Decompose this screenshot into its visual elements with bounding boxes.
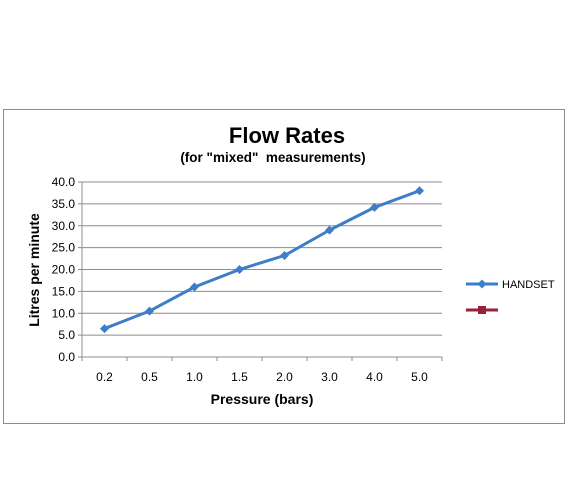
data-point bbox=[145, 306, 154, 316]
x-tick-label: 4.0 bbox=[366, 370, 383, 384]
legend-marker bbox=[477, 279, 487, 289]
legend-marker bbox=[478, 306, 486, 314]
x-tick-label: 0.5 bbox=[141, 370, 158, 384]
y-tick-label: 10.0 bbox=[52, 306, 76, 320]
y-tick-label: 25.0 bbox=[52, 241, 76, 255]
data-point bbox=[100, 324, 109, 334]
x-axis-ticks: 0.2 0.5 1.0 1.5 2.0 3.0 4.0 5.0 bbox=[81, 357, 443, 384]
chart-subtitle: (for "mixed" measurements) bbox=[180, 150, 365, 165]
y-axis-label: Litres per minute bbox=[26, 213, 42, 327]
data-point bbox=[235, 265, 244, 274]
y-tick-label: 30.0 bbox=[52, 219, 76, 233]
x-axis-label: Pressure (bars) bbox=[211, 391, 314, 407]
chart-frame: Flow Rates (for "mixed" measurements) 0.… bbox=[3, 109, 565, 424]
y-tick-label: 15.0 bbox=[52, 284, 76, 298]
grid-lines bbox=[82, 181, 442, 336]
y-tick-label: 40.0 bbox=[52, 175, 76, 189]
data-point bbox=[415, 186, 424, 196]
y-axis-ticks: 0.0 5.0 10.0 15.0 20.0 25.0 30.0 35.0 40.0 bbox=[52, 175, 82, 364]
data-point bbox=[370, 202, 379, 212]
data-point bbox=[325, 225, 334, 235]
series-line bbox=[103, 189, 421, 330]
chart-title: Flow Rates bbox=[229, 123, 345, 148]
x-tick-label: 3.0 bbox=[321, 370, 338, 384]
x-tick-label: 5.0 bbox=[411, 370, 428, 384]
y-tick-label: 5.0 bbox=[58, 328, 75, 342]
data-point bbox=[280, 251, 289, 260]
flow-rate-chart: Flow Rates (for "mixed" measurements) 0.… bbox=[26, 123, 555, 407]
series-layer bbox=[100, 186, 424, 334]
legend: HANDSET bbox=[466, 279, 555, 314]
x-tick-label: 1.5 bbox=[231, 370, 248, 384]
x-tick-label: 0.2 bbox=[96, 370, 113, 384]
x-tick-label: 1.0 bbox=[186, 370, 203, 384]
y-tick-label: 35.0 bbox=[52, 197, 76, 211]
y-tick-label: 0.0 bbox=[58, 350, 75, 364]
data-point bbox=[190, 282, 199, 292]
legend-label: HANDSET bbox=[502, 279, 555, 291]
y-tick-label: 20.0 bbox=[52, 263, 76, 277]
x-tick-label: 2.0 bbox=[276, 370, 293, 384]
